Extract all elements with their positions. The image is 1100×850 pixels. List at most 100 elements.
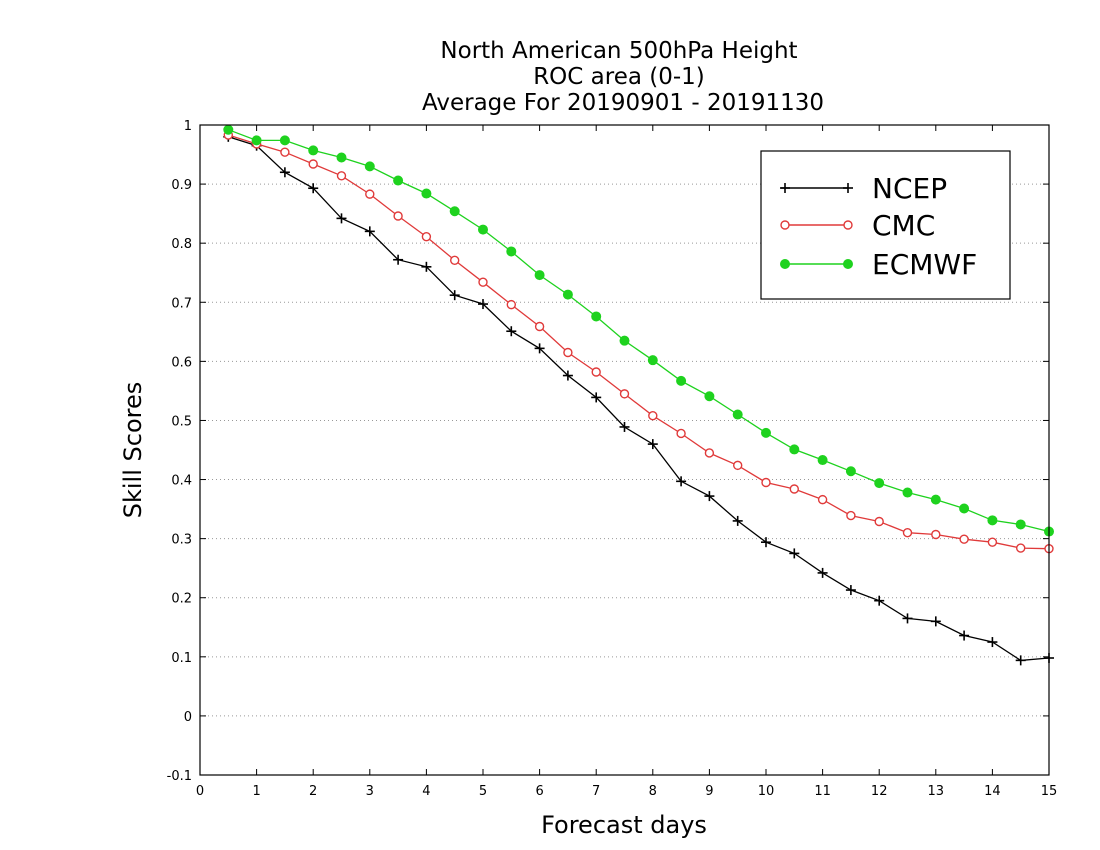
legend-marker [843, 220, 853, 230]
data-point-cmc [902, 528, 913, 538]
y-axis-label: Skill Scores [119, 382, 147, 519]
y-tick-label: 0.9 [171, 178, 192, 193]
plot-frame [199, 124, 1050, 776]
data-point-ecmwf [874, 478, 885, 489]
data-point-ncep [676, 476, 687, 487]
legend: NCEP CMC ECMWF [760, 150, 1011, 300]
x-tick-label: 3 [366, 784, 374, 799]
data-point-ncep [987, 637, 998, 648]
data-point-ecmwf [223, 124, 234, 135]
data-point-cmc [563, 347, 573, 358]
data-point-ncep [874, 595, 885, 606]
y-tick-label: 0.7 [171, 296, 192, 311]
data-point-cmc [931, 529, 941, 540]
data-point-ecmwf [987, 515, 998, 526]
data-point-ncep [279, 167, 290, 178]
data-point-ecmwf [930, 494, 941, 505]
data-point-ncep [704, 491, 715, 502]
data-point-ncep [421, 261, 432, 272]
data-point-cmc [478, 277, 488, 287]
data-point-ecmwf [478, 224, 488, 235]
x-tick-label: 8 [649, 784, 657, 799]
legend-label: NCEP [872, 172, 947, 205]
data-point-ecmwf [393, 175, 404, 186]
data-point-ncep [902, 613, 913, 624]
x-tick-label: 9 [705, 784, 713, 799]
data-point-cmc [761, 477, 771, 488]
data-point-ecmwf [704, 391, 715, 402]
data-point-cmc [648, 411, 658, 421]
data-point-cmc [591, 367, 601, 377]
y-tick-label: 0.5 [171, 414, 192, 429]
x-tick-label: 0 [196, 784, 204, 799]
y-tick-label: 0.1 [171, 651, 192, 666]
data-point-cmc [421, 231, 432, 242]
x-tick-label: 11 [814, 784, 831, 799]
data-point-ecmwf [789, 444, 800, 455]
data-point-ncep [930, 616, 941, 627]
data-point-ecmwf [647, 355, 658, 366]
data-point-ncep [506, 326, 517, 337]
data-point-ncep [732, 515, 743, 526]
data-point-ncep [845, 585, 856, 596]
x-tick-label: 5 [479, 784, 487, 799]
data-point-ecmwf [732, 409, 743, 420]
data-point-ecmwf [562, 289, 573, 300]
data-point-cmc [450, 255, 460, 266]
x-tick-label: 10 [758, 784, 775, 799]
x-tick-label: 4 [422, 784, 430, 799]
x-tick-label: 6 [535, 784, 543, 799]
x-tick-label: 2 [309, 784, 317, 799]
legend-box [760, 150, 1011, 300]
data-point-cmc [336, 171, 347, 181]
legend-entry-ecmwf: ECMWF [780, 248, 977, 281]
data-point-ncep [1015, 655, 1026, 666]
data-point-ncep [364, 226, 375, 237]
y-tick-label: -0.1 [167, 769, 192, 784]
legend-marker [780, 259, 790, 269]
x-axis-label: Forecast days [541, 811, 707, 839]
data-point-ncep [449, 290, 460, 301]
chart-title: North American 500hPa Height ROC area (0… [422, 38, 824, 116]
legend-entry-cmc: CMC [780, 209, 935, 242]
data-point-ecmwf [619, 335, 630, 346]
legend-label: CMC [872, 209, 935, 242]
data-point-cmc [534, 321, 545, 332]
y-tick-label: 0.2 [171, 592, 192, 607]
data-point-ncep [789, 548, 800, 559]
data-point-ecmwf [279, 135, 290, 146]
data-point-ncep [393, 254, 404, 265]
x-tick-label: 12 [871, 784, 888, 799]
y-tick-label: 0 [184, 710, 192, 725]
legend-marker [843, 259, 853, 269]
data-point-ncep [534, 343, 545, 354]
legend-marker [780, 220, 790, 230]
data-point-cmc [959, 534, 969, 544]
data-point-ncep [478, 299, 488, 310]
data-point-ecmwf [421, 188, 432, 199]
legend-items: NCEP CMC ECMWF [780, 172, 977, 281]
data-series [223, 124, 1054, 666]
x-tick-label: 7 [592, 784, 600, 799]
legend-marker [843, 183, 853, 193]
data-point-cmc [1016, 543, 1026, 553]
data-point-cmc [506, 299, 516, 310]
data-point-ncep [562, 370, 573, 381]
data-point-ecmwf [1015, 519, 1026, 530]
data-point-cmc [365, 189, 375, 199]
data-point-ecmwf [364, 161, 375, 172]
y-tick-label: 1 [184, 119, 192, 134]
data-point-ecmwf [506, 246, 517, 257]
data-point-cmc [704, 448, 715, 458]
y-tick-label: 0.3 [171, 533, 192, 548]
data-point-cmc [619, 389, 630, 399]
data-point-cmc [846, 510, 856, 521]
data-point-ecmwf [959, 503, 970, 514]
legend-marker [780, 183, 790, 193]
y-tick-label: 0.8 [171, 237, 192, 252]
data-point-cmc [308, 159, 318, 169]
data-point-ecmwf [308, 145, 319, 156]
x-axis-ticks: 0 1 2 3 4 5 6 7 8 9 10 11 12 13 14 15 [196, 125, 1057, 799]
chart-title-line-3: Average For 20190901 - 20191130 [422, 90, 824, 116]
